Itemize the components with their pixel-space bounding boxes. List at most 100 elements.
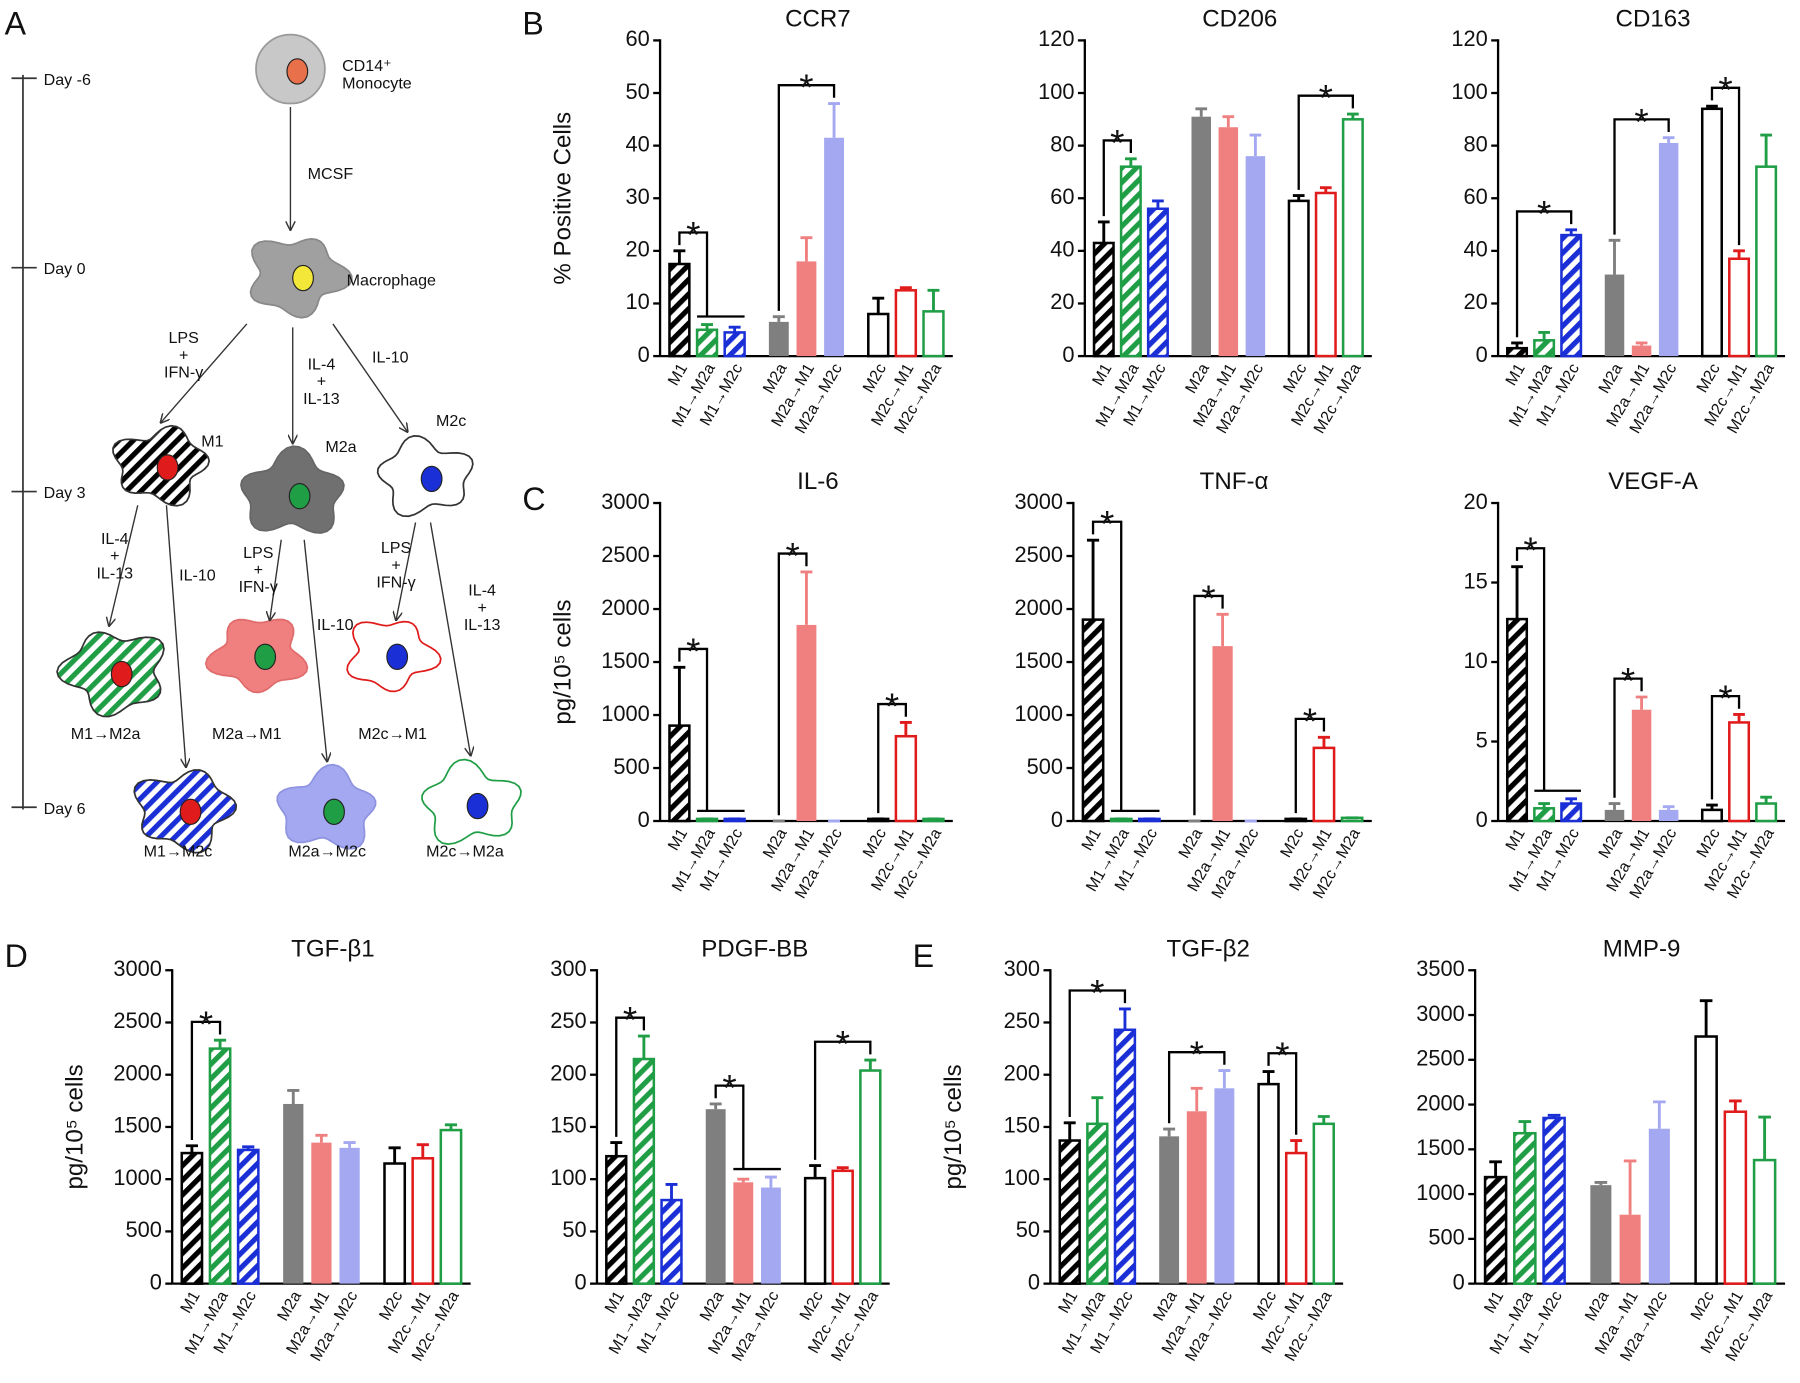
y-tick-label: 100 [1451, 79, 1487, 104]
y-tick-label: 0 [1062, 342, 1074, 367]
error-bar [185, 1144, 198, 1154]
bar [632, 1057, 656, 1285]
bar [723, 331, 746, 358]
diagram-label: M2a→M2c [288, 842, 366, 860]
bar [668, 262, 691, 358]
y-tick-label: 0 [574, 1269, 586, 1294]
diagram-label: Macrophage [347, 272, 436, 290]
error-bar [1249, 133, 1262, 157]
error-bar [610, 1141, 623, 1157]
error-bar [1290, 1139, 1303, 1154]
bar [1604, 809, 1625, 822]
bar [1218, 127, 1239, 357]
bar [1533, 807, 1556, 823]
chart-title: PDGF-BB [701, 935, 808, 962]
error-bar [1565, 228, 1578, 236]
bar [1284, 1151, 1308, 1285]
significance-bracket [777, 552, 808, 816]
error-bar [1262, 1070, 1275, 1085]
x-tick-label: M1 [664, 825, 691, 853]
y-axis-label: pg/10⁵ cells [940, 1064, 967, 1189]
diagram-label: IFN-γ [376, 574, 415, 592]
error-bar [388, 1146, 401, 1164]
diagram-label: CD14⁺ [342, 57, 392, 75]
y-tick-label: 300 [1004, 956, 1040, 981]
y-tick-label: 0 [150, 1269, 162, 1294]
error-bar [1758, 1115, 1771, 1161]
significance-bracket [1091, 520, 1160, 813]
arrow [396, 522, 417, 621]
significance-bracket [714, 1084, 781, 1171]
error-bar [1489, 1160, 1502, 1178]
y-tick-label: 0 [638, 807, 650, 832]
error-bar [1608, 238, 1621, 275]
significance-bracket [813, 1040, 872, 1160]
y-tick-label: 120 [1451, 26, 1487, 51]
bar [705, 1109, 726, 1284]
x-tick-label: M1 [1502, 825, 1529, 853]
bar [1086, 1122, 1109, 1285]
bar [1590, 1185, 1612, 1284]
bar [1081, 618, 1105, 823]
y-tick-label: 2500 [601, 542, 650, 567]
bar [867, 312, 890, 358]
diagram-label: M1 [201, 432, 223, 450]
x-tick-label: M1 [1078, 825, 1105, 853]
panel-label: A [5, 6, 27, 42]
bar [1092, 241, 1115, 358]
diagram-label: IL-4 [308, 356, 336, 374]
x-tick-label: M1 [177, 1288, 204, 1316]
error-bar [1565, 797, 1578, 804]
y-tick-label: 100 [1004, 1165, 1040, 1190]
chart-title: TGF-β1 [291, 935, 374, 962]
significance-bracket [1294, 717, 1326, 814]
bar [1506, 617, 1529, 823]
significance-bracket [1297, 94, 1355, 190]
bar [383, 1162, 407, 1285]
error-bar [1347, 112, 1359, 120]
bar [1755, 165, 1778, 358]
error-bar [673, 665, 686, 726]
significance-bracket [678, 231, 745, 318]
bar [1159, 1136, 1180, 1284]
chart-title: IL-6 [797, 468, 839, 495]
diagram-label: IL-10 [372, 349, 409, 367]
diagram-label: + [391, 556, 400, 574]
chart-title: CD206 [1202, 6, 1277, 33]
diagram-label: IL-10 [317, 616, 354, 634]
error-bar [1195, 107, 1208, 117]
bar [1312, 1122, 1335, 1285]
y-tick-label: 500 [1027, 754, 1063, 779]
error-bar [1760, 133, 1772, 167]
y-tick-label: 20 [1464, 489, 1488, 514]
error-bar [1292, 194, 1305, 201]
diagram-label: M2c [436, 412, 466, 430]
significance-star: * [686, 631, 700, 672]
x-tick-label: M1 [1481, 1288, 1508, 1316]
significance-star: * [799, 67, 813, 108]
diagram-label: M2a [325, 438, 356, 456]
bar [1245, 156, 1266, 357]
bar [1700, 107, 1723, 358]
nucleus [288, 482, 311, 510]
bar [803, 1176, 827, 1285]
significance-bracket [1515, 210, 1573, 338]
panel-label: C [522, 481, 545, 517]
nucleus [156, 454, 179, 481]
bar [311, 1142, 332, 1284]
error-bar [1222, 115, 1235, 128]
diagram-label: IL-13 [464, 616, 501, 634]
error-bar [1635, 341, 1648, 346]
bar [1257, 1082, 1280, 1285]
bar [1631, 345, 1652, 357]
panel-label: D [5, 938, 28, 974]
error-bar [242, 1145, 255, 1150]
y-tick-label: 1000 [601, 701, 650, 726]
diagram-label: LPS [168, 329, 198, 347]
error-bar [828, 102, 841, 138]
error-bar [1706, 104, 1718, 109]
bar [894, 289, 918, 358]
y-tick-label: 50 [625, 79, 649, 104]
arrow [161, 323, 248, 423]
